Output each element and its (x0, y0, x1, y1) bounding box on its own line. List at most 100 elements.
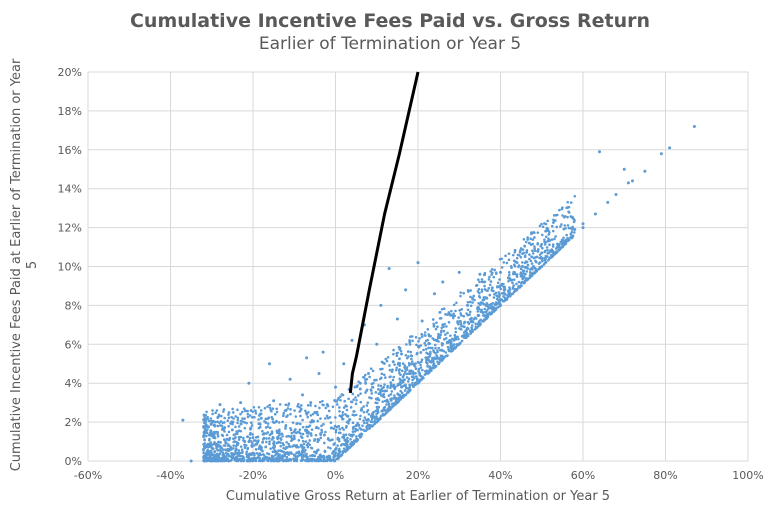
scatter-point (356, 384, 359, 387)
scatter-point (216, 435, 220, 438)
scatter-point (370, 382, 374, 386)
scatter-point (581, 226, 585, 230)
scatter-point (392, 375, 396, 379)
scatter-point (245, 450, 249, 454)
scatter-point (345, 443, 349, 446)
scatter-point (339, 431, 342, 435)
scatter-point (394, 398, 398, 402)
scatter-point (406, 380, 410, 383)
scatter-point (334, 416, 337, 419)
scatter-point (222, 448, 225, 451)
scatter-point (344, 450, 347, 453)
scatter-point (405, 368, 409, 371)
scatter-point (323, 459, 326, 463)
scatter-point (395, 366, 398, 370)
scatter-point (256, 440, 260, 444)
scatter-point (334, 430, 338, 434)
scatter-point (562, 227, 566, 231)
scatter-point (285, 455, 289, 459)
scatter-point (287, 442, 290, 446)
scatter-point (529, 237, 532, 241)
scatter-point (340, 415, 343, 419)
scatter-point (309, 404, 312, 407)
scatter-point (458, 327, 461, 330)
scatter-point (469, 295, 472, 299)
scatter-point (400, 385, 403, 389)
scatter-point (384, 376, 387, 379)
scatter-point (489, 305, 493, 309)
scatter-point (305, 425, 308, 429)
scatter-point (236, 416, 240, 420)
scatter-point (471, 297, 474, 301)
scatter-point (268, 440, 271, 443)
scatter-point (537, 267, 541, 271)
scatter-point (386, 386, 389, 389)
scatter-point (271, 417, 274, 421)
scatter-point (346, 445, 350, 449)
scatter-point (230, 415, 234, 419)
scatter-point (268, 442, 271, 446)
scatter-point (232, 440, 236, 444)
scatter-point (358, 381, 362, 385)
scatter-point (543, 240, 546, 244)
scatter-point (223, 416, 226, 420)
scatter-point (513, 250, 517, 254)
scatter-point (513, 248, 517, 252)
scatter-point (341, 413, 344, 417)
scatter-point (431, 318, 435, 321)
scatter-point (562, 236, 565, 240)
scatter-point (347, 397, 350, 401)
scatter-point (284, 403, 288, 407)
scatter-point (288, 444, 291, 448)
scatter-point (288, 435, 292, 438)
scatter-point (227, 413, 230, 416)
scatter-point (309, 446, 313, 450)
scatter-point (363, 421, 366, 425)
scatter-point (403, 393, 407, 397)
scatter-point (392, 352, 395, 356)
scatter-point (523, 280, 527, 284)
scatter-point (496, 285, 499, 289)
scatter-point (388, 408, 392, 411)
y-tick-label: 16% (58, 144, 82, 157)
scatter-point (598, 150, 601, 154)
scatter-point (262, 436, 266, 440)
scatter-point (434, 365, 437, 369)
scatter-point (463, 325, 466, 329)
scatter-point (417, 367, 421, 371)
scatter-point (437, 346, 441, 350)
scatter-point (394, 368, 398, 372)
scatter-point (341, 451, 345, 455)
scatter-point (307, 432, 311, 435)
scatter-point (408, 372, 412, 376)
scatter-point (268, 403, 271, 407)
scatter-point (517, 280, 521, 284)
scatter-point (278, 441, 282, 444)
scatter-point (302, 442, 306, 446)
y-tick-label: 6% (65, 338, 82, 351)
scatter-point (402, 372, 406, 376)
scatter-point (513, 265, 517, 268)
scatter-point (468, 300, 472, 304)
scatter-point (331, 452, 334, 455)
scatter-point (523, 272, 527, 276)
scatter-point (234, 449, 237, 453)
scatter-point (316, 413, 320, 417)
scatter-point (465, 312, 468, 315)
scatter-point (343, 439, 347, 442)
scatter-point (208, 444, 211, 447)
scatter-point (321, 350, 325, 354)
scatter-point (416, 261, 420, 265)
scatter-point (420, 319, 424, 323)
scatter-point (253, 415, 256, 419)
scatter-point (493, 307, 497, 311)
scatter-point (235, 430, 238, 433)
scatter-point (533, 247, 536, 250)
scatter-point (488, 283, 492, 287)
scatter-point (422, 376, 425, 380)
scatter-point (445, 325, 448, 328)
scatter-point (241, 410, 244, 414)
scatter-point (480, 308, 483, 312)
scatter-point (237, 451, 241, 455)
scatter-point (359, 414, 362, 418)
